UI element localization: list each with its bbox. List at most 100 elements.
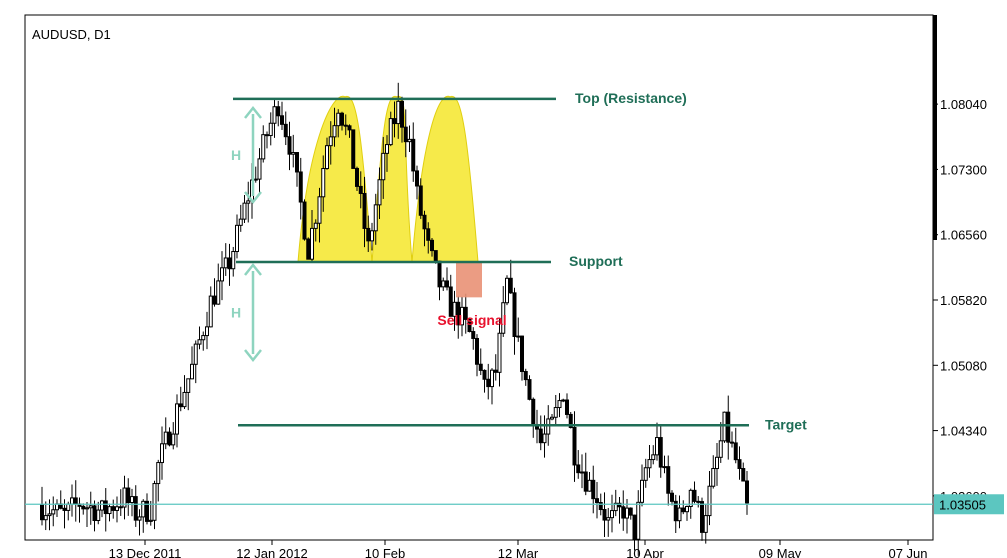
- candle-body: [651, 454, 656, 461]
- candle-body: [148, 519, 153, 522]
- candle-body: [508, 277, 513, 294]
- axes: 1.08040 1.07300 1.06560 1.05820 1.05080 1.043…: [25, 97, 1004, 558]
- candle-body: [212, 295, 217, 305]
- candle-body: [430, 239, 434, 252]
- candle-body: [415, 170, 419, 187]
- candle-body: [673, 500, 678, 522]
- candle-body: [336, 112, 341, 127]
- height-arrow-head: [244, 105, 262, 119]
- x-tick-label: 09 May: [759, 546, 802, 558]
- candle-body: [167, 431, 172, 446]
- candle-body: [156, 462, 161, 485]
- candle-body: [280, 115, 284, 125]
- height-arrow-head: [244, 191, 262, 205]
- candle-body: [178, 403, 183, 408]
- candle-body: [520, 335, 524, 373]
- height-marker-label: H: [231, 147, 241, 163]
- candle-body: [628, 507, 633, 516]
- candle-body: [340, 112, 344, 126]
- candle-body: [306, 238, 311, 260]
- candles: [40, 82, 749, 556]
- height-arrow-head: [244, 349, 262, 363]
- candle-body: [73, 497, 78, 505]
- candle-body: [632, 514, 637, 540]
- sell-signal-label: Sell signal: [437, 312, 506, 328]
- candle-body: [527, 379, 532, 400]
- candle-body: [452, 301, 457, 317]
- candle-body: [107, 506, 112, 515]
- y-tick-label: 1.07300: [940, 162, 987, 177]
- y-tick-label: 1.04340: [940, 424, 987, 439]
- candle-body: [643, 467, 648, 481]
- candle-body: [298, 171, 303, 203]
- symbol-label: AUDUSD, D1: [32, 27, 111, 42]
- candle-body: [400, 100, 404, 128]
- candle-body: [223, 257, 228, 269]
- candle-body: [681, 507, 686, 513]
- y-tick-label: 1.05820: [940, 293, 987, 308]
- candle-body: [242, 202, 247, 220]
- candle-body: [700, 501, 704, 533]
- x-tick-label: 12 Jan 2012: [236, 546, 308, 558]
- candle-body: [467, 318, 472, 333]
- candle-body: [685, 505, 689, 513]
- candle-body: [62, 507, 67, 511]
- candle-body: [295, 152, 299, 173]
- candle-body: [92, 505, 97, 522]
- candle-body: [160, 443, 164, 464]
- candle-body: [291, 152, 296, 155]
- candle-body: [130, 496, 134, 504]
- candle-body: [283, 123, 288, 138]
- candle-body: [268, 122, 273, 137]
- candle-body: [602, 509, 607, 521]
- sell-signal-box: [456, 262, 482, 298]
- candle-body: [366, 227, 371, 242]
- candle-body: [493, 369, 498, 373]
- candle-body: [385, 144, 389, 154]
- candle-body: [407, 138, 412, 143]
- candle-body: [317, 196, 322, 224]
- candle-body: [302, 201, 307, 240]
- pattern-levels: Sell signal Top (Resistance) Support Target…: [231, 90, 807, 432]
- candle-body: [658, 437, 663, 468]
- candle-body: [606, 517, 611, 521]
- candle-body: [448, 286, 453, 317]
- candle-body: [730, 441, 734, 444]
- candle-body: [265, 134, 269, 137]
- candle-body: [613, 502, 618, 512]
- candle-body: [145, 500, 149, 522]
- candle-body: [388, 118, 393, 146]
- candle-body: [715, 456, 719, 470]
- y-tick-label: 1.05080: [940, 358, 987, 373]
- candle-body: [325, 145, 329, 170]
- candle-body: [505, 277, 509, 304]
- candle-body: [152, 483, 157, 521]
- candle-body: [647, 459, 652, 469]
- candle-body: [475, 337, 479, 365]
- candle-body: [126, 487, 131, 504]
- candle-body: [321, 168, 326, 198]
- x-tick-label: 10 Feb: [365, 546, 405, 558]
- candle-body: [51, 509, 56, 515]
- candle-body: [478, 363, 483, 371]
- candle-body: [531, 398, 536, 427]
- candle-body: [621, 506, 626, 519]
- candle-body: [197, 339, 202, 345]
- candle-body: [703, 515, 708, 533]
- candle-body: [103, 500, 108, 515]
- candle-body: [572, 426, 577, 466]
- x-tick-label: 13 Dec 2011: [109, 546, 182, 558]
- candle-body: [433, 250, 438, 262]
- candle-body: [253, 178, 258, 181]
- candle-body: [655, 437, 659, 456]
- candle-body: [463, 306, 468, 320]
- candle-body: [186, 378, 191, 393]
- candle-body: [43, 515, 48, 521]
- candle-body: [512, 292, 517, 337]
- candle-body: [133, 496, 138, 521]
- candle-body: [190, 363, 194, 380]
- candle-body: [238, 218, 243, 226]
- candle-body: [445, 280, 449, 288]
- candle-body: [662, 466, 667, 469]
- candle-body: [726, 411, 731, 443]
